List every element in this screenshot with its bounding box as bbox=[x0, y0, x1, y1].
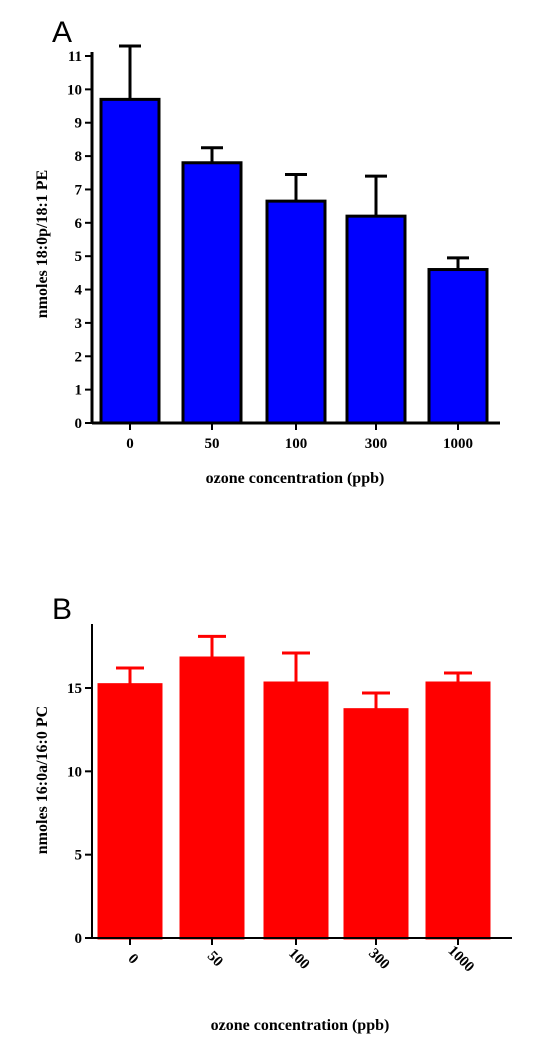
panel-b-letter: B bbox=[52, 593, 72, 626]
y-tick-label: 0 bbox=[75, 931, 83, 947]
chart-panel-b: B 0 5 10 15 0 50 100 300 1000 ozone concentrati… bbox=[34, 593, 512, 1034]
y-tick-label: 7 bbox=[75, 182, 83, 198]
panel-a-y-axis-title: nmoles 18:0p/18:1 PE bbox=[34, 170, 51, 318]
panel-b-x-axis-title: ozone concentration (ppb) bbox=[211, 1017, 390, 1034]
panel-b-y-ticks: 0 5 10 15 bbox=[67, 681, 92, 947]
x-tick-label-100: 100 bbox=[285, 436, 308, 452]
x-tick-label-300: 300 bbox=[365, 946, 392, 973]
bar-100 bbox=[265, 199, 327, 425]
y-tick-label: 6 bbox=[75, 216, 83, 232]
bar-1000 bbox=[427, 268, 489, 425]
y-tick-label: 5 bbox=[75, 848, 83, 864]
x-tick-label-50: 50 bbox=[205, 436, 220, 452]
y-tick-label: 0 bbox=[75, 416, 83, 432]
bar-50 bbox=[179, 656, 245, 940]
bar-300 bbox=[345, 214, 407, 425]
panel-a-error-bars bbox=[119, 44, 469, 270]
bar-100 bbox=[263, 681, 329, 940]
panel-a-bars bbox=[99, 97, 489, 425]
y-tick-label: 11 bbox=[68, 49, 82, 65]
panel-a-x-ticks: 0 50 100 300 1000 bbox=[126, 423, 473, 452]
panel-b-y-axis-title: nmoles 16:0a/16:0 PC bbox=[34, 706, 51, 854]
y-tick-label: 9 bbox=[75, 116, 83, 132]
y-tick-label: 2 bbox=[75, 349, 83, 365]
y-tick-label: 8 bbox=[75, 149, 83, 165]
bar-1000 bbox=[425, 681, 491, 940]
panel-b-x-ticks: 0 50 100 300 1000 bbox=[125, 938, 478, 976]
panel-a-letter: A bbox=[52, 16, 72, 49]
y-tick-label: 10 bbox=[67, 764, 82, 780]
x-tick-label-100: 100 bbox=[285, 946, 312, 973]
panel-b-axes bbox=[91, 624, 512, 939]
x-tick-label-0: 0 bbox=[126, 436, 134, 452]
panel-a-y-ticks: 0 1 2 3 4 5 6 7 8 9 10 11 bbox=[67, 49, 92, 432]
y-tick-label: 4 bbox=[75, 283, 83, 299]
y-tick-label: 5 bbox=[75, 249, 83, 265]
y-tick-label: 15 bbox=[67, 681, 82, 697]
x-tick-label-300: 300 bbox=[365, 436, 388, 452]
x-tick-label-0: 0 bbox=[125, 951, 142, 968]
bar-300 bbox=[343, 708, 409, 940]
panel-b-error-bars bbox=[116, 634, 472, 710]
x-tick-label-50: 50 bbox=[204, 948, 226, 970]
panel-b-bars bbox=[97, 656, 491, 940]
chart-panel-a: A 0 1 2 3 4 5 6 7 8 9 10 11 0 50 100 300 1000 ozone con… bbox=[34, 16, 500, 487]
y-tick-label: 1 bbox=[75, 383, 83, 399]
bar-0 bbox=[99, 97, 161, 425]
bar-50 bbox=[181, 161, 243, 425]
panel-a-x-axis-title: ozone concentration (ppb) bbox=[206, 470, 385, 487]
x-tick-label-1000: 1000 bbox=[445, 943, 478, 976]
y-tick-label: 10 bbox=[67, 82, 82, 98]
x-tick-label-1000: 1000 bbox=[443, 436, 473, 452]
bar-0 bbox=[97, 683, 163, 940]
y-tick-label: 3 bbox=[75, 316, 83, 332]
